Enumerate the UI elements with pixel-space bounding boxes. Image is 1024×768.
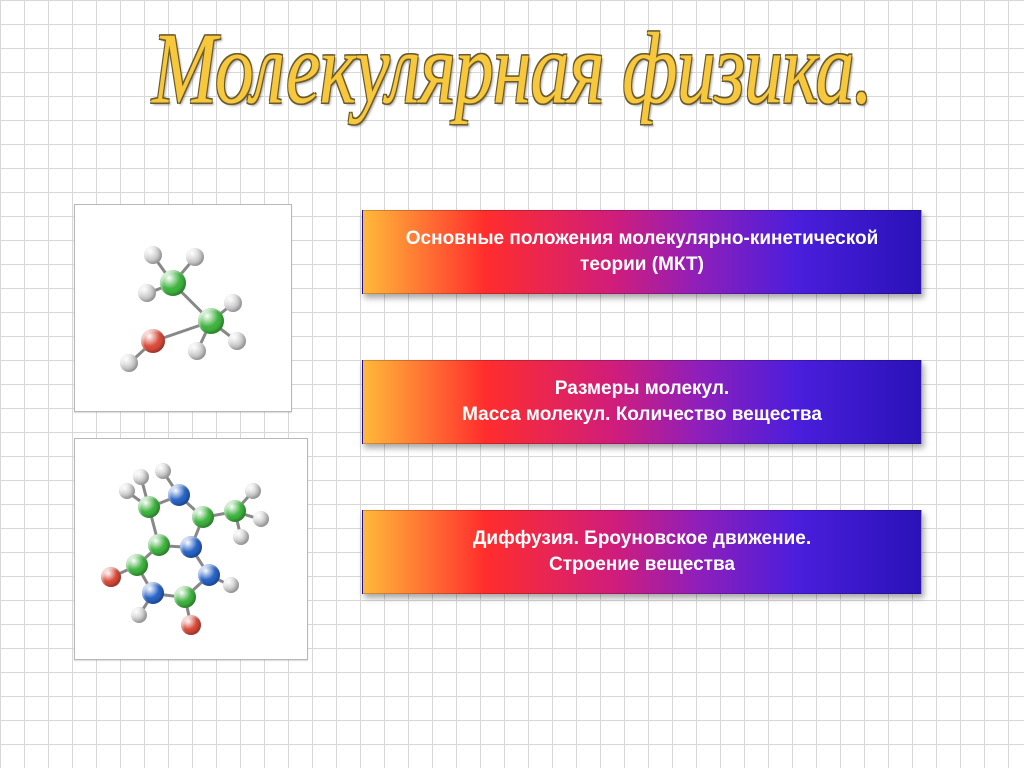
molecule-canvas-large: [83, 447, 299, 651]
topic-bar-diffusion[interactable]: Диффузия. Броуновское движение.Строение …: [362, 510, 922, 594]
molecule-image-large: [74, 438, 308, 660]
topic-bar-mass[interactable]: Размеры молекул.Масса молекул. Количеств…: [362, 360, 922, 444]
topic-bar-label: Основные положения молекулярно-кинетичес…: [403, 226, 881, 277]
topic-bar-label: Диффузия. Броуновское движение.Строение …: [473, 526, 811, 577]
molecule-image-small: [74, 204, 292, 412]
topic-bar-label: Размеры молекул.Масса молекул. Количеств…: [462, 376, 822, 427]
topic-bar-mkt[interactable]: Основные положения молекулярно-кинетичес…: [362, 210, 922, 294]
page-title: Молекулярная физика.: [0, 18, 1024, 119]
molecule-canvas-small: [83, 213, 283, 403]
